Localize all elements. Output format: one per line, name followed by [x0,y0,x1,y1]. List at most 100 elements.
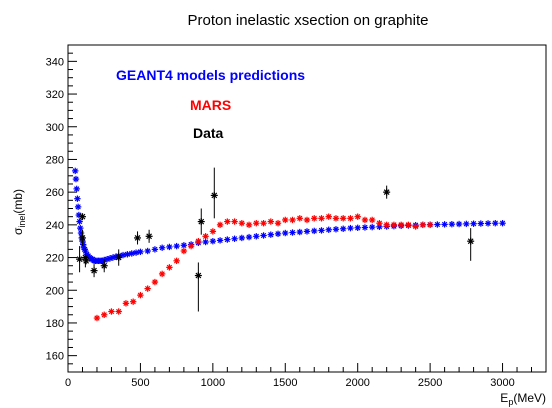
geant4-point [77,229,85,237]
mars-point [195,238,202,245]
y-axis-label: σinel(mb) [11,189,27,235]
mars-point [332,215,340,222]
mars-point [158,270,166,278]
mars-point [412,223,419,230]
legend-entry-geant4: GEANT4 models predictions [116,67,305,83]
geant4-point [74,203,82,211]
mars-point [318,215,325,222]
geant4-point [216,237,224,244]
geant4-point [484,220,492,227]
geant4-point [448,220,456,228]
y-axis-label-main: σ [11,227,25,235]
geant4-point [80,241,87,248]
geant4-point [209,238,217,245]
mars-point [267,218,274,225]
mars-point [419,221,427,229]
mars-point [93,314,101,322]
geant4-point [354,224,361,231]
mars-point [224,218,231,225]
geant4-point [76,218,83,225]
mars-point [180,247,188,255]
legend: GEANT4 models predictions MARS Data [116,67,305,141]
x-tick-label: 1500 [273,377,297,389]
geant4-point [224,236,231,243]
y-axis: 160 180 200 220 240 260 280 300 320 340 [46,44,77,373]
geant4-point [318,227,325,234]
x-tick-label: 2000 [345,377,369,389]
mars-point [274,220,282,227]
mars-point [260,220,267,227]
geant4-point [260,232,267,239]
x-tick-label: 1000 [201,377,225,389]
mars-point [144,285,151,292]
mars-point [253,220,260,227]
mars-point [325,213,332,220]
geant4-point [296,228,303,236]
geant4-point [347,224,354,232]
y-tick-label: 200 [46,285,64,297]
legend-entry-mars: MARS [190,97,231,113]
mars-point [209,228,217,235]
geant4-point [463,220,470,228]
geant4-point [311,227,318,235]
geant4-point [361,224,369,231]
geant4-point [158,244,166,251]
data-point [78,213,86,221]
mars-point [202,233,209,240]
geant4-point [137,248,144,256]
x-axis-label: Ep(MeV) [500,391,546,407]
y-tick-label: 280 [46,154,64,166]
geant4-point [470,220,477,227]
geant4-point [253,233,260,240]
mars-point [282,216,289,224]
mars-point [166,264,173,271]
geant4-point [180,242,188,249]
geant4-point [128,250,135,257]
y-tick-label: 300 [46,122,64,134]
mars-point [231,218,238,225]
data-point [76,255,84,263]
mars-point [426,221,434,229]
geant4-point [74,195,81,202]
data-point [115,254,123,262]
mars-point [390,221,398,229]
geant4-point [144,247,151,255]
data-point [78,234,86,242]
geant4-point [151,246,159,253]
mars-point [101,311,108,318]
geant4-point [132,249,140,256]
data-point [90,267,98,275]
mars-point [245,221,253,229]
data-point [210,191,218,199]
geant4-point [166,243,173,251]
mars-point [151,278,159,286]
data-point [383,188,391,196]
geant4-point [245,233,253,241]
data-point [194,272,202,280]
series-geant4-points [72,167,506,265]
y-tick-label: 320 [46,89,64,101]
geant4-point [340,225,347,232]
chart-title: Proton inelastic xsection on graphite [188,12,429,29]
mars-point [115,308,122,315]
y-tick-label: 180 [46,318,64,330]
y-tick-label: 340 [46,56,64,68]
data-point [197,218,205,226]
y-tick-label: 160 [46,351,64,363]
data-point [82,257,90,265]
geant4-point [332,226,340,233]
x-axis: 0 500 1000 1500 2000 2500 3000 [65,363,547,389]
y-tick-label: 220 [46,253,64,265]
geant4-point [274,230,282,238]
data-point [145,232,153,240]
x-tick-label: 3000 [490,377,514,389]
geant4-point [325,226,332,233]
geant4-point [434,221,441,228]
geant4-point [282,229,289,237]
x-tick-label: 0 [65,377,71,389]
mars-point [361,216,369,224]
mars-point [108,308,115,315]
mars-point [129,298,137,305]
geant4-point [303,228,311,235]
